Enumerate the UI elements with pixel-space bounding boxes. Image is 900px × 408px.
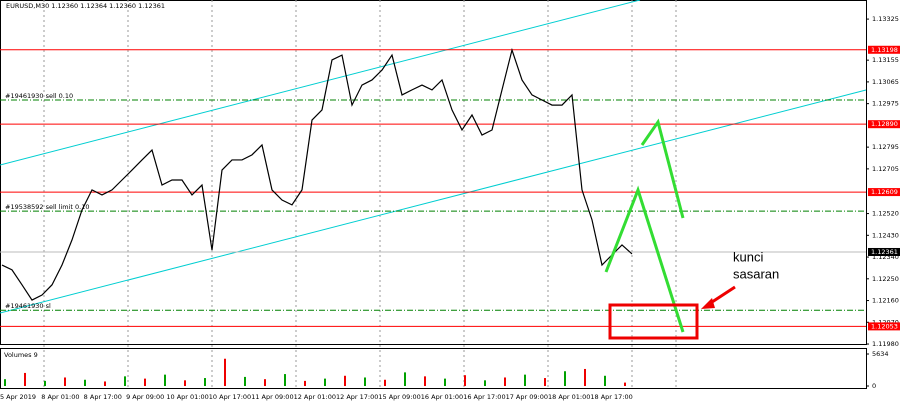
volume-bar bbox=[244, 376, 246, 386]
volume-bar bbox=[384, 379, 386, 386]
volume-frame bbox=[0, 348, 867, 389]
target-arrow bbox=[708, 285, 736, 306]
volume-label: Volumes 9 bbox=[4, 351, 38, 359]
volume-bar bbox=[564, 371, 566, 386]
volume-bar bbox=[484, 380, 486, 386]
y-tick-label: 1.12520 bbox=[872, 210, 899, 218]
y-tick-label: 1.12705 bbox=[872, 165, 899, 173]
time-label: 18 Apr 01:00 bbox=[548, 393, 590, 401]
volume-tick-label: 5634 bbox=[872, 350, 889, 358]
target-box bbox=[608, 303, 699, 340]
forecast-arrow bbox=[640, 118, 685, 219]
level-label: 1.12053 bbox=[871, 322, 898, 330]
volume-bar bbox=[364, 377, 366, 386]
volume-bar bbox=[24, 372, 26, 386]
volume-bar bbox=[164, 374, 166, 386]
y-tick-label: 1.12795 bbox=[872, 143, 899, 151]
volume-bar bbox=[144, 378, 146, 386]
volume-bar bbox=[524, 374, 526, 386]
volume-bar bbox=[304, 380, 306, 386]
volume-bar bbox=[44, 380, 46, 386]
level-tag bbox=[868, 120, 900, 129]
time-label: 10 Apr 01:00 bbox=[166, 393, 208, 401]
level-label: 1.13198 bbox=[871, 46, 898, 54]
order-label: #19461930 sell 0.10 bbox=[5, 92, 73, 100]
price-frame bbox=[0, 0, 867, 345]
volume-bar bbox=[604, 375, 606, 386]
volume-bar bbox=[504, 377, 506, 386]
time-label: 8 Apr 17:00 bbox=[84, 393, 122, 401]
time-label: 16 Apr 17:00 bbox=[463, 393, 505, 401]
level-tag bbox=[868, 322, 900, 331]
volume-bar bbox=[284, 374, 286, 386]
y-tick-label: 1.12070 bbox=[872, 318, 899, 326]
y-tick-label: 1.13155 bbox=[872, 56, 899, 64]
volume-bar bbox=[264, 379, 266, 386]
time-label: 9 Apr 09:00 bbox=[126, 393, 164, 401]
level-tag bbox=[868, 188, 900, 197]
volume-bar bbox=[104, 381, 106, 386]
channel-line bbox=[0, 89, 867, 314]
volume-bar bbox=[444, 378, 446, 386]
channel-line bbox=[0, 0, 641, 166]
order-label: #19461930 sl bbox=[5, 302, 51, 310]
current-tag bbox=[868, 247, 900, 256]
time-label: 12 Apr 17:00 bbox=[336, 393, 378, 401]
order-label: #19538592 sell limit 0.10 bbox=[5, 203, 90, 211]
symbol-info: EURUSD,M30 1.12360 1.12364 1.12360 1.123… bbox=[6, 2, 165, 10]
time-label: 15 Apr 09:00 bbox=[378, 393, 420, 401]
current-label: 1.12361 bbox=[871, 248, 898, 256]
y-tick-label: 1.12160 bbox=[872, 297, 899, 305]
volume-bar bbox=[464, 375, 466, 386]
time-label: 10 Apr 17:00 bbox=[209, 393, 251, 401]
volume-tick-label: 0 bbox=[872, 382, 876, 390]
volume-bar bbox=[544, 378, 546, 386]
volume-bar bbox=[4, 379, 6, 386]
volume-bar bbox=[64, 377, 66, 386]
annotation: kunci bbox=[733, 249, 763, 264]
time-label: 18 Apr 17:00 bbox=[590, 393, 632, 401]
time-label: 16 Apr 01:00 bbox=[421, 393, 463, 401]
time-label: 8 Apr 01:00 bbox=[41, 393, 79, 401]
volume-bar bbox=[584, 368, 586, 386]
volume-bar bbox=[404, 372, 406, 386]
volume-bar bbox=[84, 379, 86, 386]
annotation: sasaran bbox=[733, 266, 779, 281]
y-tick-label: 1.12340 bbox=[872, 253, 899, 261]
y-tick-label: 1.11980 bbox=[872, 340, 899, 348]
level-label: 1.12609 bbox=[871, 188, 898, 196]
y-tick-label: 1.13325 bbox=[872, 15, 899, 23]
y-tick-label: 1.12250 bbox=[872, 275, 899, 283]
time-label: 5 Apr 2019 bbox=[0, 393, 36, 401]
time-label: 11 Apr 09:00 bbox=[251, 393, 293, 401]
target-arrowhead bbox=[701, 298, 715, 309]
time-label: 12 Apr 01:00 bbox=[294, 393, 336, 401]
volume-bar bbox=[324, 378, 326, 386]
volume-bar bbox=[424, 376, 426, 386]
time-label: 17 Apr 09:00 bbox=[506, 393, 548, 401]
volume-bar bbox=[224, 358, 226, 386]
volume-bar bbox=[344, 375, 346, 386]
volume-bar bbox=[204, 378, 206, 386]
y-tick-label: 1.13065 bbox=[872, 78, 899, 86]
volume-bar bbox=[124, 376, 126, 386]
y-tick-label: 1.12430 bbox=[872, 231, 899, 239]
level-tag bbox=[868, 45, 900, 54]
y-tick-label: 1.12975 bbox=[872, 100, 899, 108]
volume-bar bbox=[624, 382, 626, 386]
volume-bar bbox=[184, 380, 186, 386]
level-label: 1.12890 bbox=[871, 120, 898, 128]
price-line bbox=[1, 47, 633, 301]
forecast-arrow bbox=[604, 185, 685, 333]
